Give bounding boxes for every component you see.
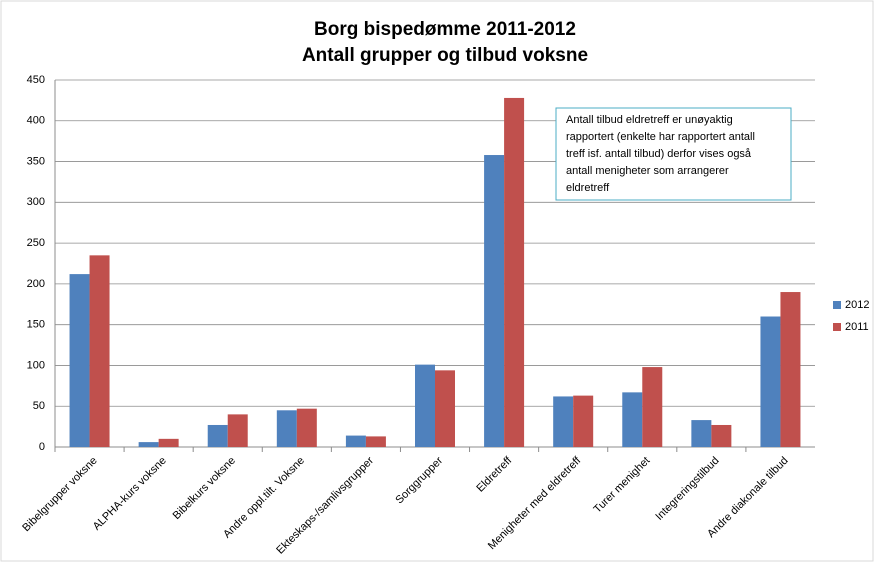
bar <box>711 424 732 447</box>
y-tick-label: 300 <box>27 196 45 208</box>
legend-swatch <box>833 323 841 331</box>
annotation-text: rapportert (enkelte har rapportert antal… <box>566 131 755 143</box>
annotation-text: eldretreff <box>566 182 610 194</box>
legend-label: 2011 <box>845 321 869 333</box>
legend-label: 2012 <box>845 299 869 311</box>
bar <box>504 97 525 447</box>
bar <box>691 420 712 447</box>
y-tick-label: 350 <box>27 155 45 167</box>
bar <box>780 292 801 447</box>
bar <box>69 274 90 447</box>
y-tick-label: 200 <box>27 278 45 290</box>
y-tick-label: 100 <box>27 359 45 371</box>
y-tick-label: 0 <box>39 441 45 453</box>
bar <box>484 155 505 447</box>
bar <box>207 424 228 447</box>
bar <box>345 435 366 447</box>
bar <box>760 316 781 447</box>
annotation-text: antall menigheter som arrangerer <box>566 165 729 177</box>
bar <box>642 367 663 447</box>
bar <box>435 370 455 447</box>
bar <box>573 395 594 447</box>
y-tick-label: 450 <box>27 74 45 86</box>
bar <box>553 396 574 447</box>
bar <box>415 364 435 447</box>
annotation-text: Antall tilbud eldretreff er unøyaktig <box>566 114 733 126</box>
legend-swatch <box>833 301 841 309</box>
bar <box>158 438 179 447</box>
bar <box>227 414 248 447</box>
y-tick-label: 400 <box>27 115 45 127</box>
y-tick-label: 50 <box>33 400 45 412</box>
bar <box>138 442 159 447</box>
annotation-text: treff isf. antall tilbud) derfor vises o… <box>566 148 752 160</box>
chart-title: Borg bispedømme 2011-2012 <box>314 19 576 40</box>
y-tick-label: 150 <box>27 319 45 331</box>
bar <box>276 410 297 447</box>
bar <box>365 436 386 447</box>
chart-subtitle: Antall grupper og tilbud voksne <box>302 45 588 66</box>
bar <box>622 392 643 447</box>
annotation-box <box>555 107 792 201</box>
bar <box>89 255 110 447</box>
y-tick-label: 250 <box>27 237 45 249</box>
bar <box>296 408 317 447</box>
